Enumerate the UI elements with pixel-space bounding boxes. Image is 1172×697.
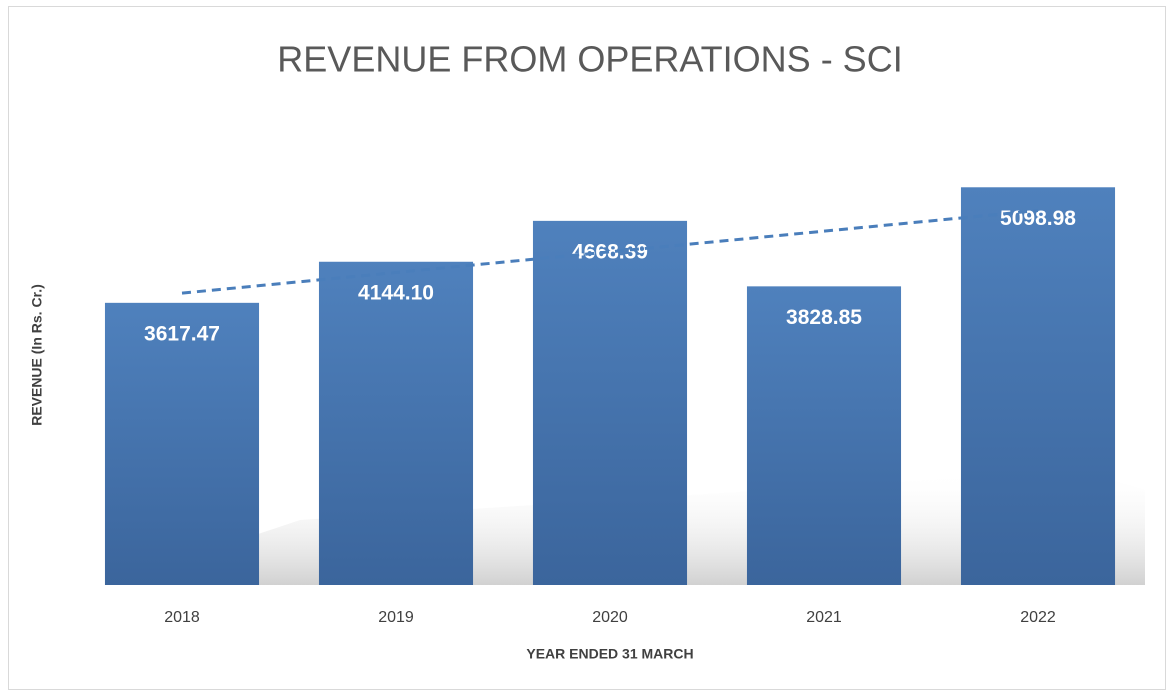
data-label: 5098.98 (1000, 207, 1076, 230)
bar (532, 220, 688, 585)
bar (746, 286, 902, 585)
x-tick-label: 2022 (1020, 609, 1056, 626)
data-label: 3617.47 (144, 322, 220, 345)
data-label: 3828.85 (786, 306, 862, 329)
x-tick-label: 2018 (164, 609, 200, 626)
data-label: 4668.39 (572, 240, 648, 263)
bar (960, 187, 1116, 586)
bar (104, 302, 260, 585)
x-tick-label: 2019 (378, 609, 414, 626)
x-tick-label: 2020 (592, 609, 628, 626)
trendline (181, 209, 1039, 295)
chart-title: REVENUE FROM OPERATIONS - SCI (277, 39, 902, 80)
x-axis-title: YEAR ENDED 31 MARCH (526, 646, 693, 662)
bar (318, 261, 474, 585)
x-tick-label: 2021 (806, 609, 842, 626)
y-axis-title: REVENUE (In Rs. Cr.) (29, 284, 45, 426)
data-label: 4144.10 (358, 281, 434, 304)
